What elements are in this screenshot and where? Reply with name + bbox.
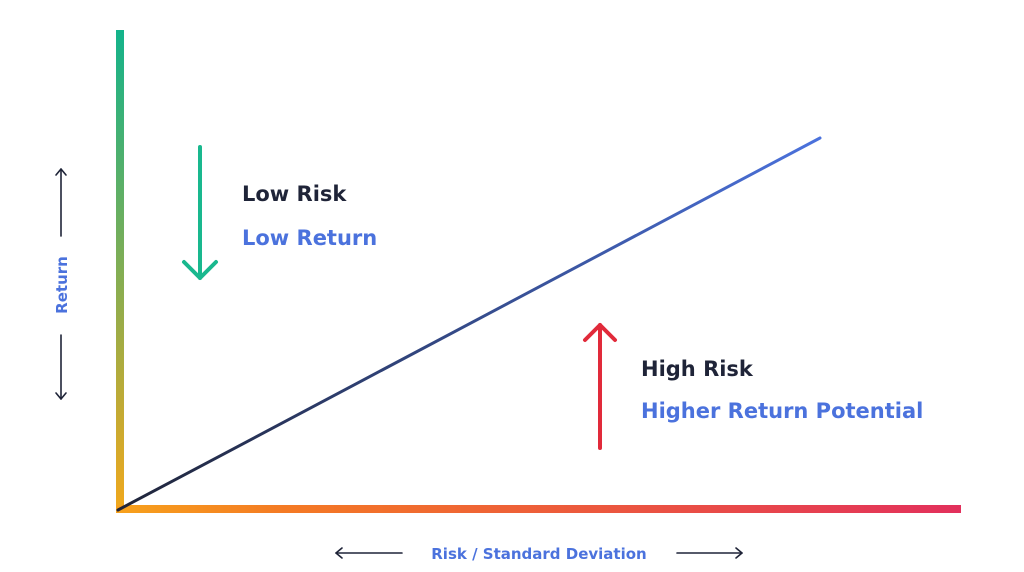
arrow-up-icon — [55, 168, 67, 237]
y-axis — [116, 30, 124, 513]
x-axis — [116, 505, 961, 513]
risk-return-line — [116, 136, 822, 512]
x-axis-label-group — [335, 547, 743, 559]
low-risk-label: Low Risk — [242, 182, 347, 206]
arrow-down-icon — [182, 145, 218, 280]
x-axis-label: Risk / Standard Deviation — [431, 545, 646, 563]
arrow-right-icon — [676, 547, 743, 559]
y-axis-label-group — [55, 168, 67, 400]
low-return-label: Low Return — [242, 226, 377, 250]
arrow-down-icon — [55, 334, 67, 400]
arrow-up-icon — [583, 323, 617, 450]
high-risk-label: High Risk — [641, 357, 754, 381]
arrow-left-icon — [335, 547, 403, 559]
y-axis-label: Return — [53, 256, 71, 314]
higher-return-potential-label: Higher Return Potential — [641, 399, 923, 423]
